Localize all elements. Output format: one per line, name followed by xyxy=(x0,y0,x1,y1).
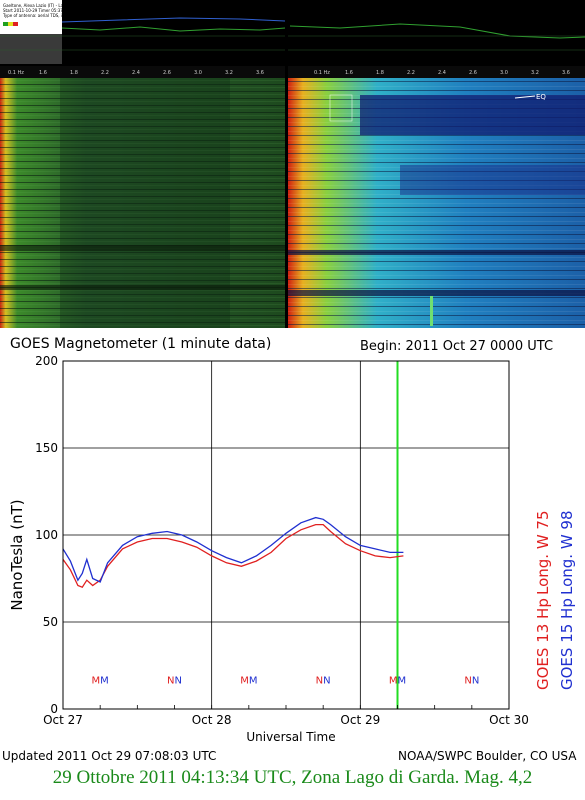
annotation-label: MM xyxy=(389,675,406,686)
freq-tick-label: 3.0 xyxy=(500,70,508,76)
goes-chart: 0 50 100 150 200 Oct 27 Oct 28 Oct 29 Oct 30 MM… xyxy=(8,354,576,744)
x-tick-label: Oct 27 xyxy=(43,713,83,727)
freq-tick-label: 2.2 xyxy=(407,70,415,76)
series-label-goes13-long: Long. W 75 xyxy=(534,510,552,595)
freq-tick-label: 2.4 xyxy=(132,70,140,76)
series-label-goes15-long: Long. W 98 xyxy=(558,510,576,595)
freq-tick-label: 3.6 xyxy=(256,70,264,76)
x-axis-label: Universal Time xyxy=(246,730,335,744)
freq-tick-label: 3.2 xyxy=(531,70,539,76)
noaa-credit: NOAA/SWPC Boulder, CO USA xyxy=(398,749,577,763)
freq-tick-label: 1.6 xyxy=(345,70,353,76)
x-axis-ticks: Oct 27 Oct 28 Oct 29 Oct 30 xyxy=(43,705,529,727)
x-tick-label: Oct 28 xyxy=(192,713,232,727)
annotation-label: NN xyxy=(316,675,331,686)
goes-title: GOES Magnetometer (1 minute data) xyxy=(10,336,272,352)
series-line-goes15 xyxy=(62,516,404,583)
x-tick-label: Oct 29 xyxy=(340,713,380,727)
y-axis-ticks: 0 50 100 150 200 xyxy=(35,354,58,716)
spectrogram-header-line: Type of antenna: aerial TDS, induction c… xyxy=(2,13,143,18)
chart-grid xyxy=(63,361,509,709)
freq-tick-label: 0.1 Hz xyxy=(8,70,24,76)
freq-tick-label: 2.6 xyxy=(163,70,171,76)
updated-timestamp: Updated 2011 Oct 29 07:08:03 UTC xyxy=(2,749,217,763)
y-tick-label: 150 xyxy=(35,441,58,455)
x-tick-label: Oct 30 xyxy=(489,713,529,727)
freq-tick-label: 3.2 xyxy=(225,70,233,76)
series-line-goes13 xyxy=(62,523,404,588)
series-label-goes15-name: GOES 15 Hp xyxy=(558,598,576,690)
annotation-label: MM xyxy=(240,675,257,686)
freq-tick-label: 2.6 xyxy=(469,70,477,76)
freq-tick-label: 0.1 Hz xyxy=(314,70,330,76)
y-tick-label: 50 xyxy=(43,615,58,629)
freq-tick-label: 3.0 xyxy=(194,70,202,76)
chart-series xyxy=(62,516,404,588)
y-tick-label: 200 xyxy=(35,354,58,368)
y-tick-label: 0 xyxy=(50,702,58,716)
annotation-label: MM xyxy=(92,675,109,686)
freq-tick-label: 2.2 xyxy=(101,70,109,76)
freq-tick-label: 2.4 xyxy=(438,70,446,76)
freq-tick-label: 3.6 xyxy=(562,70,570,76)
plot-frame xyxy=(62,360,510,710)
annotation-label: NN xyxy=(167,675,182,686)
freq-tick-label: 1.6 xyxy=(39,70,47,76)
caption: 29 Ottobre 2011 04:13:34 UTC, Zona Lago … xyxy=(52,767,533,788)
goes-begin-time: Begin: 2011 Oct 27 0000 UTC xyxy=(360,339,554,354)
eq-label: EQ xyxy=(536,93,546,101)
spectrogram-image: Gaeltone, Alexa Lazio (IT) - Lat 45°N, L… xyxy=(0,0,585,328)
annotation-label: NN xyxy=(464,675,479,686)
spectrogram-panel: Gaeltone, Alexa Lazio (IT) - Lat 45°N, L… xyxy=(0,0,585,328)
chart-annotations: MM NN MM NN MM NN xyxy=(92,675,480,686)
y-tick-label: 100 xyxy=(35,528,58,542)
freq-tick-label: 1.8 xyxy=(376,70,384,76)
spectrogram-header-line: Gaeltone, Alexa Lazio (IT) - Lat 45°N, L… xyxy=(3,3,100,8)
y-axis-label: NanoTesla (nT) xyxy=(8,499,26,610)
spectrogram-header-line: Start 2011-10-29 Timer 05:37:46 Freq 0 -… xyxy=(3,8,132,13)
freq-tick-label: 1.8 xyxy=(70,70,78,76)
series-label-goes13-name: GOES 13 Hp xyxy=(534,598,552,690)
